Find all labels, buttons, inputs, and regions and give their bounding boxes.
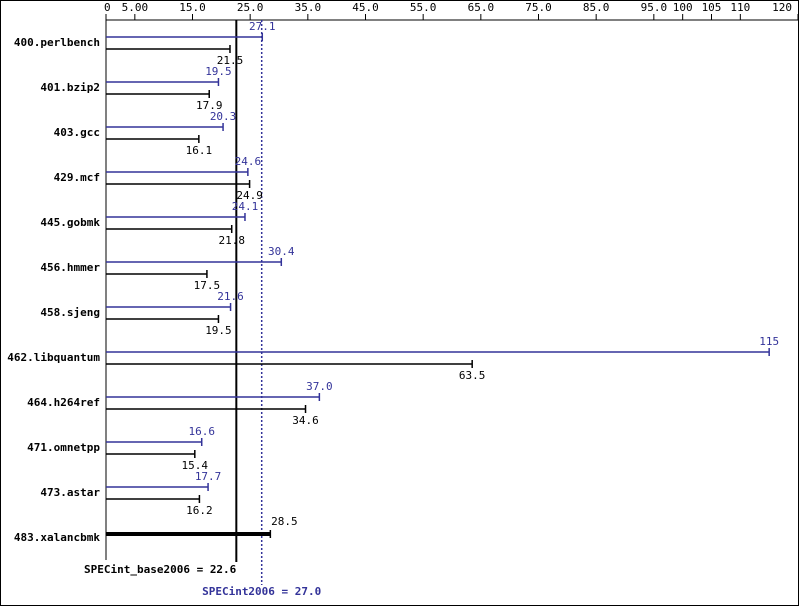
value-label: 30.4 xyxy=(268,245,295,258)
value-label: 17.9 xyxy=(196,99,223,112)
value-label: 21.6 xyxy=(217,290,244,303)
y-tick-label: 462.libquantum xyxy=(7,351,100,364)
x-tick-label: 35.0 xyxy=(295,1,322,14)
value-label: 19.5 xyxy=(205,65,232,78)
x-tick-label: 75.0 xyxy=(525,1,552,14)
value-label: 20.3 xyxy=(210,110,237,123)
x-tick-label: 25.0 xyxy=(237,1,264,14)
value-label: 34.6 xyxy=(292,414,319,427)
x-tick-label: 5.00 xyxy=(122,1,149,14)
value-label: 63.5 xyxy=(459,369,486,382)
value-label: 115 xyxy=(759,335,779,348)
x-tick-label: 45.0 xyxy=(352,1,379,14)
y-tick-label: 458.sjeng xyxy=(40,306,100,319)
y-tick-label: 471.omnetpp xyxy=(27,441,100,454)
x-tick-label: 95.0 xyxy=(641,1,668,14)
y-tick-label: 429.mcf xyxy=(54,171,100,184)
x-tick-label: 15.0 xyxy=(179,1,206,14)
value-label: 16.2 xyxy=(186,504,213,517)
value-label: 24.6 xyxy=(235,155,262,168)
x-tick-label: 0 xyxy=(104,1,111,14)
y-tick-label: 403.gcc xyxy=(54,126,100,139)
value-label: 19.5 xyxy=(205,324,232,337)
value-label: 17.5 xyxy=(194,279,221,292)
x-tick-label: 120 xyxy=(772,1,792,14)
y-tick-label: 483.xalancbmk xyxy=(14,531,100,544)
x-tick-label: 85.0 xyxy=(583,1,610,14)
reference-label: SPECint_base2006 = 22.6 xyxy=(84,563,237,576)
y-tick-label: 456.hmmer xyxy=(40,261,100,274)
x-tick-label: 100 xyxy=(673,1,693,14)
value-label: 37.0 xyxy=(306,380,333,393)
value-label: 15.4 xyxy=(182,459,209,472)
value-label: 17.7 xyxy=(195,470,222,483)
y-tick-label: 400.perlbench xyxy=(14,36,100,49)
value-label: 16.6 xyxy=(188,425,215,438)
value-label: 24.1 xyxy=(232,200,259,213)
x-tick-label: 110 xyxy=(730,1,750,14)
reference-label: SPECint2006 = 27.0 xyxy=(202,585,321,598)
value-label: 21.8 xyxy=(218,234,245,247)
y-tick-label: 464.h264ref xyxy=(27,396,100,409)
value-label: 28.5 xyxy=(271,515,298,528)
y-tick-label: 473.astar xyxy=(40,486,100,499)
value-label: 27.1 xyxy=(249,20,276,33)
x-tick-label: 55.0 xyxy=(410,1,437,14)
value-label: 16.1 xyxy=(186,144,213,157)
x-tick-label: 105 xyxy=(702,1,722,14)
y-tick-label: 401.bzip2 xyxy=(40,81,100,94)
y-tick-label: 445.gobmk xyxy=(40,216,100,229)
value-label: 24.9 xyxy=(236,189,263,202)
value-label: 21.5 xyxy=(217,54,244,67)
x-tick-label: 65.0 xyxy=(468,1,495,14)
